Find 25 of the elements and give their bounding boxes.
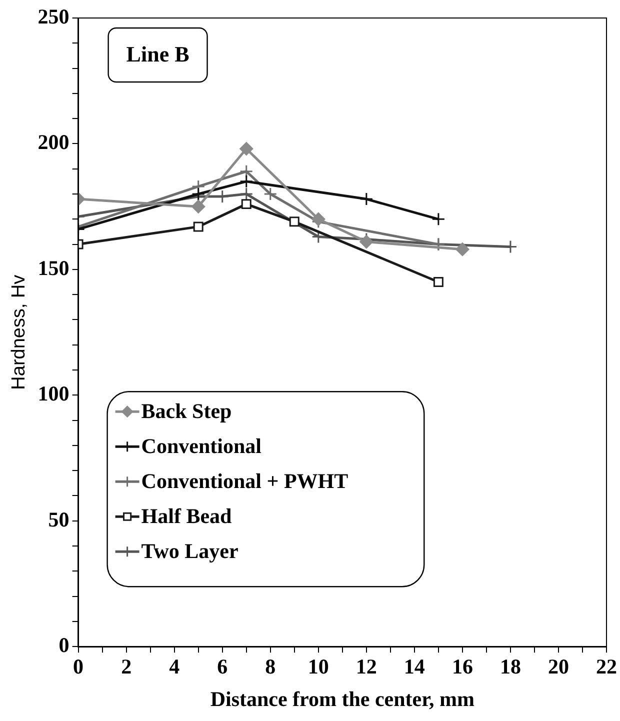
legend-label: Two Layer [141,539,238,564]
x-axis-title: Distance from the center, mm [210,686,475,711]
x-tick-label: 14 [404,654,426,679]
x-tick-label: 8 [265,654,276,679]
y-tick-label: 250 [38,4,70,28]
x-tick-label: 22 [596,654,617,679]
x-tick-label: 6 [217,654,228,679]
x-tick-label: 20 [548,654,569,679]
y-tick-label: 100 [38,382,70,406]
y-tick-label: 0 [58,633,70,658]
legend-label: Half Bead [141,504,232,528]
y-axis-title: Hardness, Hv [8,274,30,390]
y-tick-label: 50 [48,507,70,532]
x-tick-label: 4 [169,654,180,679]
x-tick-label: 10 [308,654,329,679]
legend-label: Back Step [141,399,232,424]
x-tick-label: 16 [452,654,473,679]
x-tick-label: 2 [121,654,132,679]
y-tick-label: 200 [38,130,70,154]
annotation: Line B [126,42,190,67]
x-tick-label: 18 [500,654,521,679]
y-tick-label: 150 [38,256,70,280]
x-tick-label: 12 [356,654,377,679]
legend-label: Conventional [141,434,262,458]
legend-label: Conventional + PWHT [141,469,348,494]
